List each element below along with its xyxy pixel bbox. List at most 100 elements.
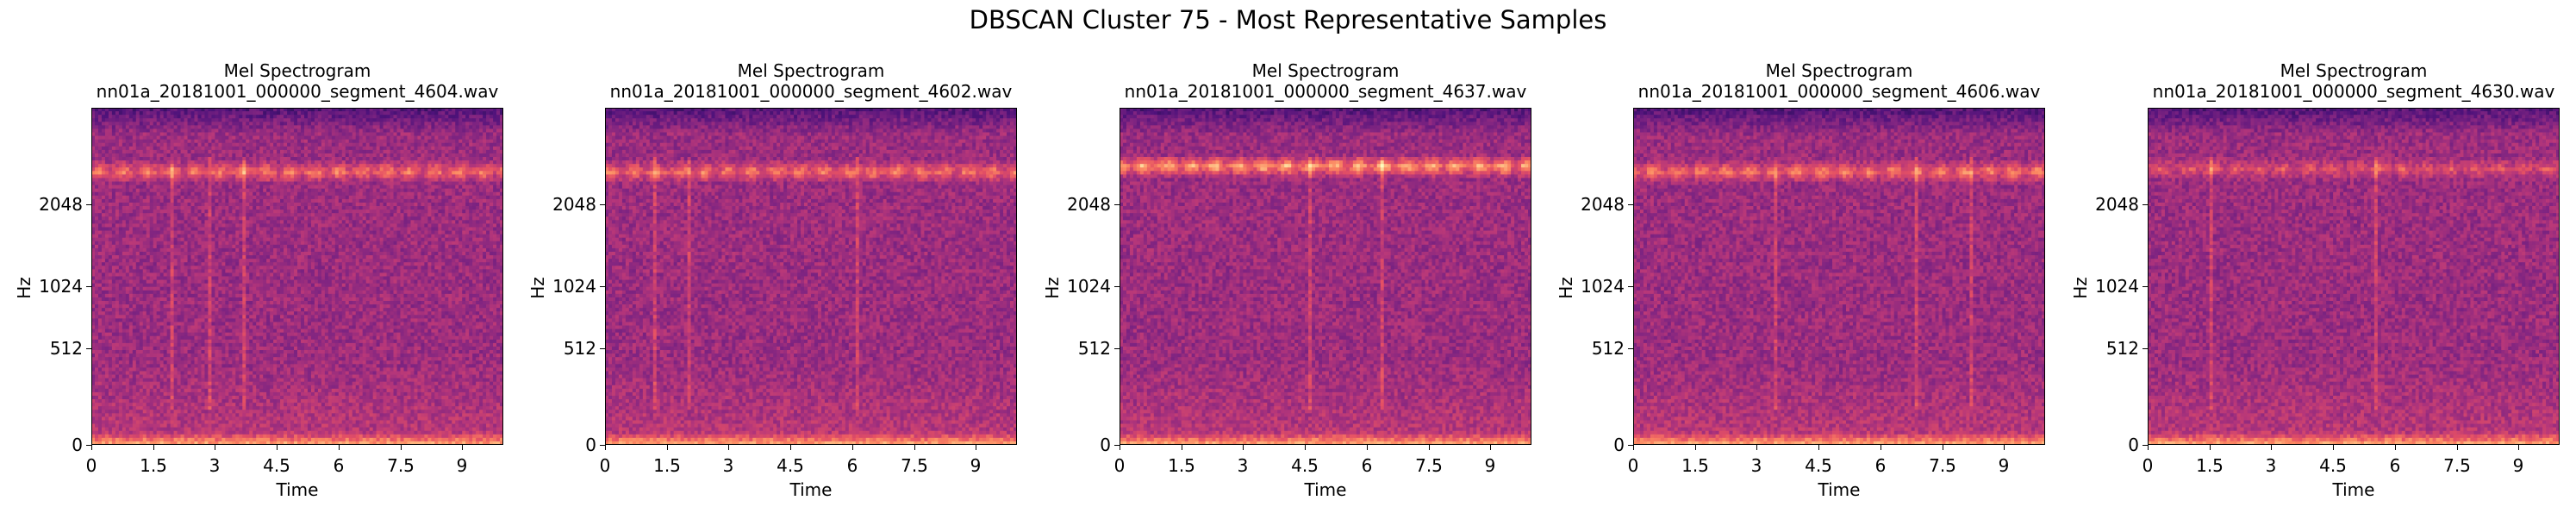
y-tick-label: 1024 bbox=[1564, 278, 1625, 295]
y-tick-label: 0 bbox=[1564, 436, 1625, 454]
x-tick-label: 3 bbox=[1217, 455, 1269, 476]
panel-title-line1: Mel Spectrogram bbox=[1120, 60, 1531, 81]
panel-title-line2: nn01a_20181001_000000_segment_4630.wav bbox=[2148, 81, 2560, 102]
x-tick-label: 3 bbox=[2245, 455, 2297, 476]
x-tick-mark bbox=[667, 445, 668, 450]
y-tick-label: 0 bbox=[22, 436, 83, 454]
y-tick-label: 1024 bbox=[22, 278, 83, 295]
y-axis-label: Hz bbox=[14, 271, 34, 305]
x-tick-label: 6 bbox=[1341, 455, 1393, 476]
x-tick-mark bbox=[605, 445, 606, 450]
spectrogram-heatmap bbox=[1633, 108, 2045, 445]
x-tick-mark bbox=[1367, 445, 1368, 450]
x-tick-label: 3 bbox=[189, 455, 240, 476]
panel-title: Mel Spectrogram nn01a_20181001_000000_seg… bbox=[1120, 60, 1531, 102]
x-tick-label: 0 bbox=[2122, 455, 2174, 476]
x-tick-label: 1.5 bbox=[1669, 455, 1721, 476]
y-tick-mark bbox=[600, 348, 605, 349]
x-tick-label: 0 bbox=[579, 455, 631, 476]
x-tick-mark bbox=[2004, 445, 2005, 450]
y-tick-mark bbox=[1114, 445, 1120, 446]
x-tick-mark bbox=[2148, 445, 2149, 450]
x-tick-mark bbox=[2271, 445, 2272, 450]
x-tick-label: 4.5 bbox=[251, 455, 303, 476]
y-tick-mark bbox=[2143, 286, 2148, 287]
x-tick-mark bbox=[153, 445, 154, 450]
x-axis-label: Time bbox=[1120, 479, 1531, 500]
x-tick-label: 1.5 bbox=[641, 455, 693, 476]
x-tick-mark bbox=[1490, 445, 1491, 450]
y-tick-mark bbox=[1114, 348, 1120, 349]
panel-title: Mel Spectrogram nn01a_20181001_000000_seg… bbox=[605, 60, 1017, 102]
x-tick-mark bbox=[1305, 445, 1306, 450]
spectrogram-plot bbox=[1120, 108, 1531, 445]
x-tick-mark bbox=[852, 445, 853, 450]
x-tick-mark bbox=[2395, 445, 2396, 450]
x-tick-label: 7.5 bbox=[2431, 455, 2483, 476]
spectrogram-panel: Mel Spectrogram nn01a_20181001_000000_seg… bbox=[514, 0, 1029, 513]
x-tick-mark bbox=[401, 445, 402, 450]
x-tick-label: 3 bbox=[1731, 455, 1782, 476]
x-tick-label: 9 bbox=[436, 455, 488, 476]
y-tick-mark bbox=[1628, 445, 1633, 446]
panel-title-line2: nn01a_20181001_000000_segment_4606.wav bbox=[1633, 81, 2045, 102]
y-tick-mark bbox=[600, 286, 605, 287]
x-tick-mark bbox=[277, 445, 278, 450]
spectrogram-plot bbox=[2148, 108, 2560, 445]
x-tick-mark bbox=[790, 445, 791, 450]
x-tick-label: 1.5 bbox=[1156, 455, 1207, 476]
x-tick-label: 9 bbox=[1464, 455, 1516, 476]
spectrogram-heatmap bbox=[91, 108, 503, 445]
x-tick-label: 7.5 bbox=[375, 455, 427, 476]
x-tick-mark bbox=[914, 445, 915, 450]
x-tick-mark bbox=[2518, 445, 2519, 450]
x-tick-mark bbox=[1756, 445, 1757, 450]
spectrogram-panel: Mel Spectrogram nn01a_20181001_000000_seg… bbox=[0, 0, 515, 513]
y-tick-mark bbox=[2143, 445, 2148, 446]
spectrogram-panel: Mel Spectrogram nn01a_20181001_000000_seg… bbox=[2056, 0, 2572, 513]
y-tick-mark bbox=[1628, 204, 1633, 205]
panel-title-line1: Mel Spectrogram bbox=[605, 60, 1017, 81]
y-tick-label: 1024 bbox=[536, 278, 596, 295]
spectrogram-plot bbox=[91, 108, 503, 445]
x-tick-label: 7.5 bbox=[889, 455, 940, 476]
y-tick-label: 1024 bbox=[2079, 278, 2139, 295]
y-tick-label: 2048 bbox=[22, 196, 83, 213]
x-tick-mark bbox=[1633, 445, 1634, 450]
y-tick-mark bbox=[86, 445, 91, 446]
panel-title: Mel Spectrogram nn01a_20181001_000000_seg… bbox=[91, 60, 503, 102]
x-tick-mark bbox=[462, 445, 463, 450]
y-tick-label: 2048 bbox=[2079, 196, 2139, 213]
panel-title: Mel Spectrogram nn01a_20181001_000000_seg… bbox=[1633, 60, 2045, 102]
spectrogram-heatmap bbox=[1120, 108, 1531, 445]
spectrogram-panel: Mel Spectrogram nn01a_20181001_000000_seg… bbox=[1028, 0, 1544, 513]
x-tick-label: 7.5 bbox=[1917, 455, 1968, 476]
y-axis-label: Hz bbox=[1042, 271, 1063, 305]
y-axis-label: Hz bbox=[2070, 271, 2091, 305]
figure-title: DBSCAN Cluster 75 - Most Representative … bbox=[0, 5, 2576, 34]
x-tick-mark bbox=[1695, 445, 1696, 450]
x-tick-mark bbox=[2333, 445, 2334, 450]
x-tick-label: 0 bbox=[65, 455, 117, 476]
x-tick-mark bbox=[1243, 445, 1244, 450]
panel-title-line2: nn01a_20181001_000000_segment_4604.wav bbox=[91, 81, 503, 102]
x-tick-mark bbox=[728, 445, 729, 450]
y-tick-label: 512 bbox=[1051, 340, 1111, 357]
x-tick-label: 3 bbox=[702, 455, 754, 476]
panel-title-line2: nn01a_20181001_000000_segment_4637.wav bbox=[1120, 81, 1531, 102]
x-tick-label: 4.5 bbox=[1793, 455, 1844, 476]
y-tick-label: 512 bbox=[2079, 340, 2139, 357]
x-tick-label: 4.5 bbox=[2307, 455, 2359, 476]
y-tick-mark bbox=[86, 204, 91, 205]
y-tick-label: 2048 bbox=[1051, 196, 1111, 213]
y-tick-mark bbox=[1628, 286, 1633, 287]
spectrogram-plot bbox=[605, 108, 1017, 445]
y-axis-label: Hz bbox=[527, 271, 548, 305]
spectrogram-plot bbox=[1633, 108, 2045, 445]
panel-title-line1: Mel Spectrogram bbox=[2148, 60, 2560, 81]
y-tick-mark bbox=[1114, 286, 1120, 287]
x-tick-label: 6 bbox=[313, 455, 365, 476]
x-tick-mark bbox=[2210, 445, 2211, 450]
y-tick-mark bbox=[2143, 348, 2148, 349]
x-axis-label: Time bbox=[1633, 479, 2045, 500]
